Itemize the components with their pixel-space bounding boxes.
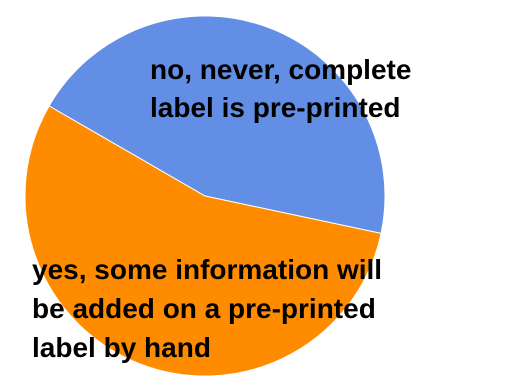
slice-label-no-never: no, never, complete label is pre-printed (150, 54, 419, 123)
slice-label-yes-line-2: be added on a pre-printed (32, 293, 376, 324)
pie-slices (24, 15, 386, 377)
slice-label-yes-line-1: yes, some information will (32, 254, 382, 285)
pie-slice-0 (48, 15, 386, 235)
pie-slice-1 (24, 105, 382, 377)
slice-label-no-never-line-2: label is pre-printed (150, 92, 401, 123)
slice-label-no-never-line-1: no, never, complete (150, 54, 411, 85)
slice-label-yes-by-hand: yes, some information will be added on a… (32, 254, 390, 363)
slice-label-yes-line-3: label by hand (32, 332, 211, 363)
